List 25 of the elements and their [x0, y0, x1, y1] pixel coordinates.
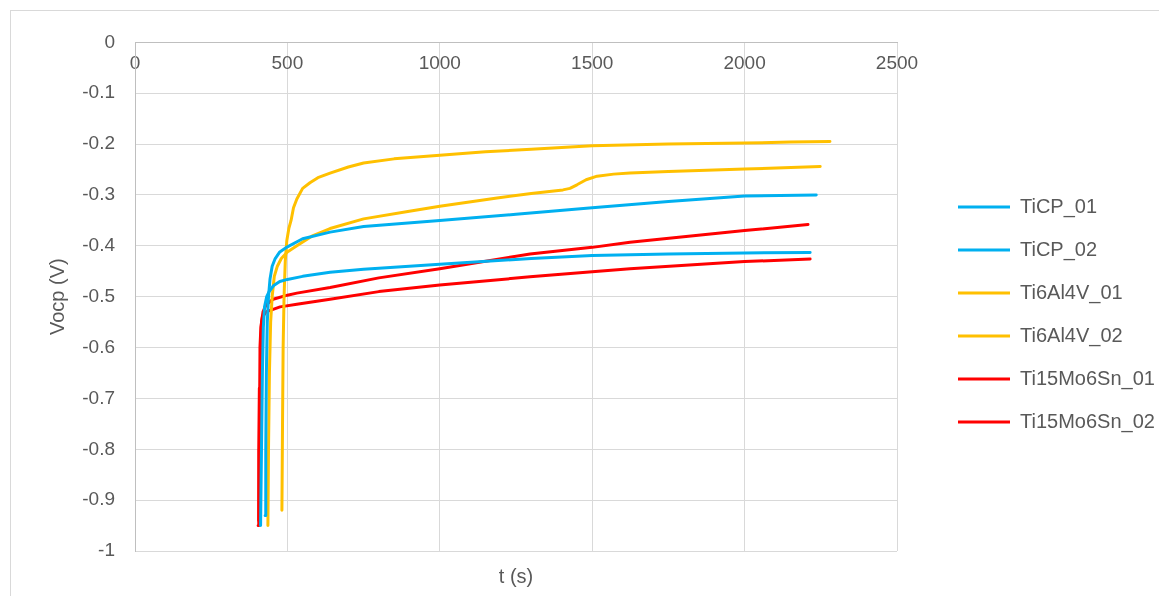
legend-label: TiCP_01: [1020, 194, 1098, 218]
y-tick-label: -0.8: [82, 437, 115, 459]
x-tick-label: 1500: [571, 52, 614, 74]
x-tick-label: 0: [129, 52, 141, 74]
y-tick-label: -0.9: [82, 488, 115, 510]
y-tick-label: -0.3: [82, 183, 115, 205]
y-tick-label: 0: [104, 30, 115, 52]
y-tick-label: -0.4: [82, 234, 116, 256]
y-tick-label: -0.2: [82, 132, 115, 154]
y-tick-label: -0.1: [82, 81, 115, 103]
legend-label: Ti15Mo6Sn_01: [1020, 366, 1155, 390]
x-tick-label: 2500: [875, 52, 919, 74]
x-tick-label: 2000: [723, 52, 766, 74]
y-tick-label: -0.5: [82, 284, 115, 306]
legend-label: Ti6Al4V_01: [1020, 280, 1123, 304]
x-axis-title: t (s): [498, 564, 534, 587]
y-tick-label: -1: [98, 539, 115, 561]
y-tick-label: -0.6: [82, 335, 115, 357]
legend-label: Ti15Mo6Sn_02: [1020, 409, 1155, 433]
legend-label: Ti6Al4V_02: [1020, 323, 1123, 347]
y-axis-title: Vocp (V): [45, 258, 68, 336]
y-tick-label: -0.7: [82, 386, 115, 408]
x-tick-label: 500: [271, 52, 304, 74]
legend-label: TiCP_02: [1020, 237, 1098, 261]
x-tick-label: 1000: [418, 52, 461, 74]
